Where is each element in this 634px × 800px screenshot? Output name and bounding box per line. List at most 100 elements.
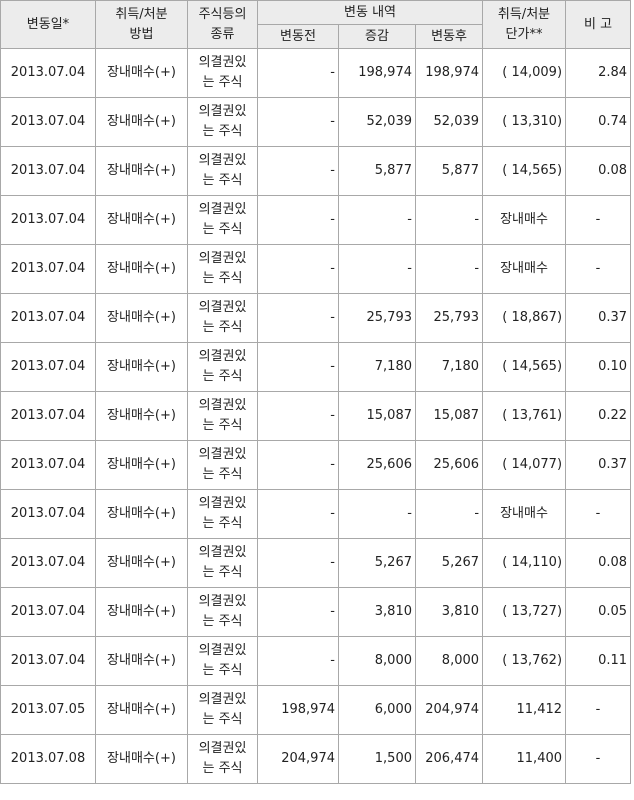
header-row: 변동일* 취득/처분 방법 주식등의 종류 변동 내역 취득/처분 단가** 비 고 [0, 0, 632, 49]
cell-line: 는 주식 [202, 173, 243, 188]
table-cell: - [257, 587, 339, 637]
table-cell: 5,267 [338, 538, 416, 588]
table-cell: 2013.07.05 [0, 685, 96, 735]
cell-line: 의결권있 [198, 251, 247, 266]
table-cell: 장내매수 [482, 244, 567, 294]
cell-line: 는 주식 [202, 75, 243, 90]
table-cell: 11,412 [482, 685, 567, 735]
table-cell: - [565, 685, 632, 735]
table-cell: 장내매수(+) [95, 146, 188, 196]
table-cell: 의결권있 는 주식 [187, 685, 258, 735]
table-cell: 198,974 [414, 48, 484, 98]
data-row: 2013.07.04 장내매수(+) 의결권있 는 주식 -52,039 52,039( … [0, 97, 632, 147]
table-cell: 1,500 [338, 734, 416, 784]
table-cell: 장내매수(+) [95, 391, 188, 441]
cell-line: 는 주식 [202, 320, 243, 335]
cell-line: 단가** [505, 26, 543, 42]
header-cell: 증감 [338, 24, 416, 49]
table-cell: 0.37 [565, 293, 632, 343]
table-cell: 장내매수(+) [95, 685, 188, 735]
table-cell: ( 14,565) [482, 342, 567, 392]
cell-line: 의결권있 [198, 300, 247, 315]
table-cell: 2.84 [565, 48, 632, 98]
data-row: 2013.07.04 장내매수(+) 의결권있 는 주식 -198,974 198,974… [0, 48, 632, 98]
cell-line: 는 주식 [202, 467, 243, 482]
cell-line: 의결권있 [198, 153, 247, 168]
table-cell: 206,474 [414, 734, 484, 784]
table-cell: - [338, 195, 416, 245]
cell-line: 의결권있 [198, 349, 247, 364]
disclosure-table: 변동일* 취득/처분 방법 주식등의 종류 변동 내역 취득/처분 단가** 비 고 변동전 증감 변… [0, 0, 632, 784]
table-cell: - [565, 489, 632, 539]
cell-line: 의결권있 [198, 496, 247, 511]
table-cell: 장내매수(+) [95, 538, 188, 588]
table-cell: 2013.07.04 [0, 293, 96, 343]
table-cell: 2013.07.04 [0, 587, 96, 637]
table-cell: 의결권있 는 주식 [187, 734, 258, 784]
table-cell: 장내매수(+) [95, 293, 188, 343]
cell-line: 의결권있 [198, 104, 247, 119]
data-row: 2013.07.05 장내매수(+) 의결권있 는 주식 198,974 6,000 204… [0, 685, 632, 735]
header-cell: 취득/처분 방법 [95, 0, 188, 49]
cell-line: 는 주식 [202, 712, 243, 727]
table-cell: 장내매수(+) [95, 587, 188, 637]
table-cell: - [338, 244, 416, 294]
table-cell: - [414, 489, 484, 539]
table-cell: 장내매수(+) [95, 244, 188, 294]
data-row: 2013.07.04 장내매수(+) 의결권있 는 주식 - - - 장내매수 - [0, 195, 632, 245]
table-cell: 장내매수(+) [95, 48, 188, 98]
table-cell: 3,810 [414, 587, 484, 637]
header-cell: 변동 내역 [256, 0, 484, 25]
cell-line: 는 주식 [202, 516, 243, 531]
table-cell: - [257, 440, 339, 490]
cell-line: 의결권있 [198, 643, 247, 658]
table-cell: ( 14,009) [482, 48, 567, 98]
table-cell: 0.22 [565, 391, 632, 441]
cell-line: 는 주식 [202, 663, 243, 678]
table-cell: 7,180 [338, 342, 416, 392]
table-cell: 의결권있 는 주식 [187, 97, 258, 147]
cell-line: 는 주식 [202, 614, 243, 629]
table-cell: 198,974 [257, 685, 339, 735]
table-cell: 0.37 [565, 440, 632, 490]
cell-line: 취득/처분 [115, 6, 168, 22]
table-cell: 204,974 [257, 734, 339, 784]
cell-line: 는 주식 [202, 369, 243, 384]
cell-line: 의결권있 [198, 55, 247, 70]
cell-line: 의결권있 [198, 545, 247, 560]
table-cell: 0.08 [565, 538, 632, 588]
table-cell: 8,000 [338, 636, 416, 686]
table-cell: 0.05 [565, 587, 632, 637]
table-cell: 25,793 [414, 293, 484, 343]
cell-line: 의결권있 [198, 202, 247, 217]
table-cell: 2013.07.04 [0, 489, 96, 539]
table-cell: 장내매수(+) [95, 440, 188, 490]
table-cell: 의결권있 는 주식 [187, 440, 258, 490]
table-cell: - [414, 195, 484, 245]
table-cell: 5,267 [414, 538, 484, 588]
table-cell: ( 14,077) [482, 440, 567, 490]
table-cell: 11,400 [482, 734, 567, 784]
table-cell: 25,606 [338, 440, 416, 490]
cell-line: 는 주식 [202, 222, 243, 237]
header-cell: 변동일* [0, 0, 96, 49]
table-cell: 2013.07.04 [0, 342, 96, 392]
table-cell: 장내매수 [482, 195, 567, 245]
table-cell: - [565, 734, 632, 784]
table-cell: - [257, 244, 339, 294]
cell-line: 주식등의 [198, 6, 247, 22]
table-cell: 2013.07.04 [0, 195, 96, 245]
table-cell: 198,974 [338, 48, 416, 98]
table-cell: 0.10 [565, 342, 632, 392]
table-cell: 25,793 [338, 293, 416, 343]
data-row: 2013.07.04 장내매수(+) 의결권있 는 주식 -15,087 15,087( … [0, 391, 632, 441]
table-cell: 7,180 [414, 342, 484, 392]
cell-line: 는 주식 [202, 418, 243, 433]
table-cell: 2013.07.08 [0, 734, 96, 784]
table-cell: - [257, 293, 339, 343]
